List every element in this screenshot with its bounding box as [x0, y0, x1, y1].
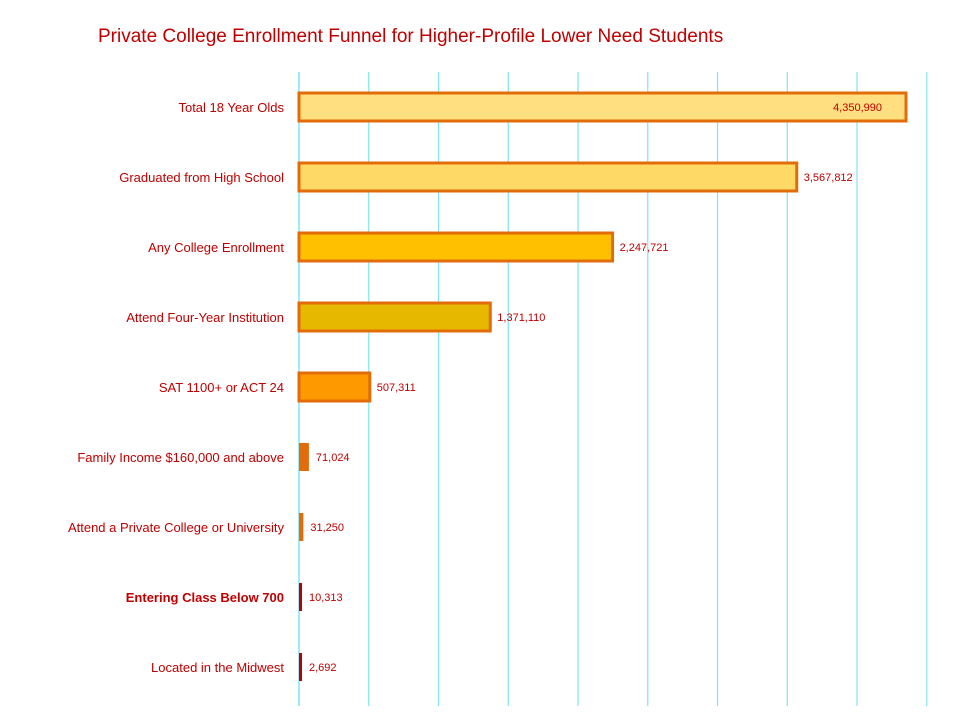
bar	[297, 91, 908, 123]
category-label: Family Income $160,000 and above	[77, 450, 284, 465]
value-labels: 4,350,990 3,567,812 2,247,721 1,371,110 507,…	[309, 102, 882, 674]
value-label: 2,692	[309, 662, 337, 674]
bar	[299, 513, 304, 541]
bar	[299, 653, 302, 681]
value-label: 10,313	[309, 592, 343, 604]
value-label: 507,311	[377, 382, 416, 394]
value-label: 2,247,721	[620, 242, 669, 254]
value-label: 4,350,990	[833, 102, 882, 114]
value-label: 1,371,110	[497, 312, 545, 324]
category-label: Located in the Midwest	[151, 660, 284, 675]
chart-title: Private College Enrollment Funnel for Hi…	[98, 26, 724, 47]
bar	[299, 443, 309, 471]
category-label: Total 18 Year Olds	[178, 100, 284, 115]
category-label: SAT 1100+ or ACT 24	[159, 380, 284, 395]
category-label: Attend Four-Year Institution	[126, 310, 284, 325]
value-label: 31,250	[310, 522, 344, 534]
category-label: Entering Class Below 700	[126, 590, 284, 605]
bar	[297, 371, 372, 403]
value-label: 71,024	[316, 452, 350, 464]
bar	[299, 583, 302, 611]
category-label: Any College Enrollment	[148, 240, 284, 255]
value-label: 3,567,812	[804, 172, 853, 184]
bar	[297, 301, 492, 333]
bars	[297, 91, 908, 681]
bar	[297, 161, 799, 193]
bar	[297, 231, 615, 263]
category-label: Attend a Private College or University	[68, 520, 285, 535]
category-labels: Total 18 Year Olds Graduated from High Sc…	[68, 100, 285, 675]
category-label: Graduated from High School	[119, 170, 284, 185]
